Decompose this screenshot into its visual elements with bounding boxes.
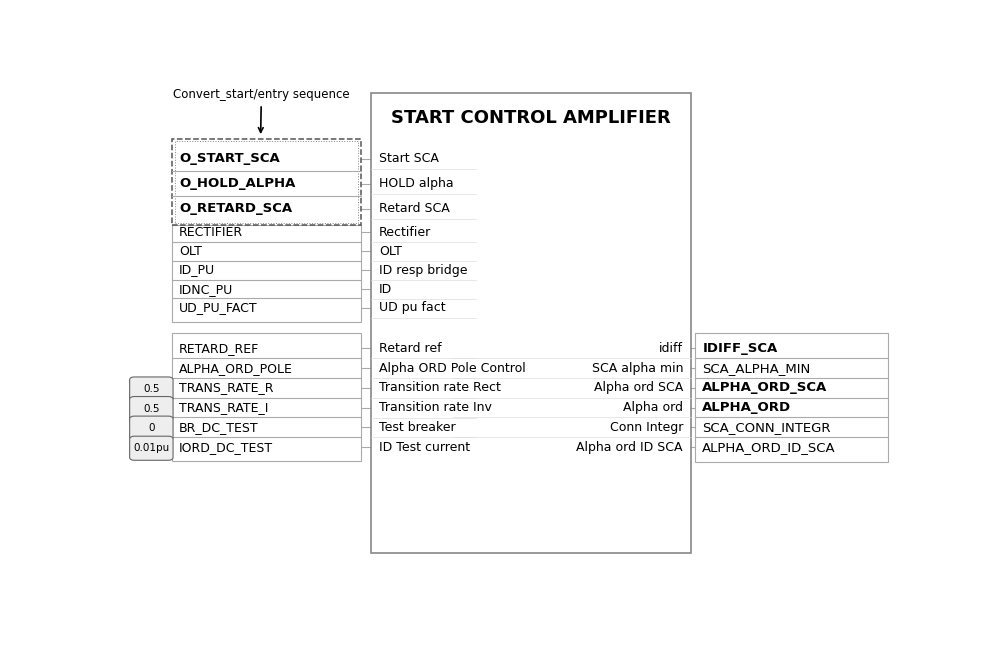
FancyBboxPatch shape — [130, 377, 173, 401]
Text: TRANS_RATE_R: TRANS_RATE_R — [179, 381, 274, 394]
Text: Alpha ORD Pole Control: Alpha ORD Pole Control — [379, 362, 526, 375]
FancyBboxPatch shape — [695, 333, 888, 462]
Text: Conn Integr: Conn Integr — [610, 421, 683, 434]
Text: Start SCA: Start SCA — [379, 152, 439, 165]
Text: OLT: OLT — [379, 245, 402, 258]
Text: O_RETARD_SCA: O_RETARD_SCA — [179, 202, 292, 215]
Text: ALPHA_ORD: ALPHA_ORD — [702, 401, 792, 414]
Text: SCA_CONN_INTEGR: SCA_CONN_INTEGR — [702, 421, 831, 434]
Text: idiff: idiff — [659, 342, 683, 355]
Text: ID resp bridge: ID resp bridge — [379, 263, 468, 276]
FancyBboxPatch shape — [172, 333, 361, 462]
Text: 0.5: 0.5 — [143, 384, 160, 394]
Text: Retard ref: Retard ref — [379, 342, 442, 355]
FancyBboxPatch shape — [172, 140, 361, 226]
Text: ID: ID — [379, 282, 392, 295]
Text: ALPHA_ORD_SCA: ALPHA_ORD_SCA — [702, 381, 828, 394]
Text: UD pu fact: UD pu fact — [379, 301, 446, 314]
Text: HOLD alpha: HOLD alpha — [379, 177, 454, 190]
FancyBboxPatch shape — [172, 226, 361, 321]
FancyBboxPatch shape — [130, 436, 173, 460]
Text: IDNC_PU: IDNC_PU — [179, 282, 234, 295]
Text: BR_DC_TEST: BR_DC_TEST — [179, 421, 259, 434]
Text: ALPHA_ORD_POLE: ALPHA_ORD_POLE — [179, 362, 293, 375]
Text: SCA_ALPHA_MIN: SCA_ALPHA_MIN — [702, 362, 811, 375]
Text: Transition rate Rect: Transition rate Rect — [379, 381, 501, 394]
FancyBboxPatch shape — [371, 93, 691, 553]
Text: IDIFF_SCA: IDIFF_SCA — [702, 342, 778, 355]
Text: Alpha ord: Alpha ord — [623, 401, 683, 414]
Text: ID Test current: ID Test current — [379, 441, 470, 454]
FancyBboxPatch shape — [130, 416, 173, 440]
Text: Convert_start/entry sequence: Convert_start/entry sequence — [173, 88, 350, 132]
Text: Alpha ord SCA: Alpha ord SCA — [594, 381, 683, 394]
Text: 0.01pu: 0.01pu — [133, 443, 169, 453]
Text: Retard SCA: Retard SCA — [379, 202, 450, 215]
Text: Alpha ord ID SCA: Alpha ord ID SCA — [576, 441, 683, 454]
Text: O_START_SCA: O_START_SCA — [179, 152, 280, 165]
Text: Transition rate Inv: Transition rate Inv — [379, 401, 492, 414]
Text: START CONTROL AMPLIFIER: START CONTROL AMPLIFIER — [391, 110, 671, 127]
Text: 0.5: 0.5 — [143, 404, 160, 413]
Text: ID_PU: ID_PU — [179, 263, 215, 276]
Text: IORD_DC_TEST: IORD_DC_TEST — [179, 441, 273, 454]
Text: TRANS_RATE_I: TRANS_RATE_I — [179, 401, 269, 414]
Text: SCA alpha min: SCA alpha min — [592, 362, 683, 375]
Text: O_HOLD_ALPHA: O_HOLD_ALPHA — [179, 177, 296, 190]
Text: RETARD_REF: RETARD_REF — [179, 342, 260, 355]
Text: ALPHA_ORD_ID_SCA: ALPHA_ORD_ID_SCA — [702, 441, 836, 454]
FancyBboxPatch shape — [130, 396, 173, 421]
Text: Rectifier: Rectifier — [379, 226, 431, 239]
Text: RECTIFIER: RECTIFIER — [179, 226, 243, 239]
Text: OLT: OLT — [179, 245, 202, 258]
Text: UD_PU_FACT: UD_PU_FACT — [179, 301, 258, 314]
Text: 0: 0 — [148, 423, 155, 433]
Text: Test breaker: Test breaker — [379, 421, 456, 434]
